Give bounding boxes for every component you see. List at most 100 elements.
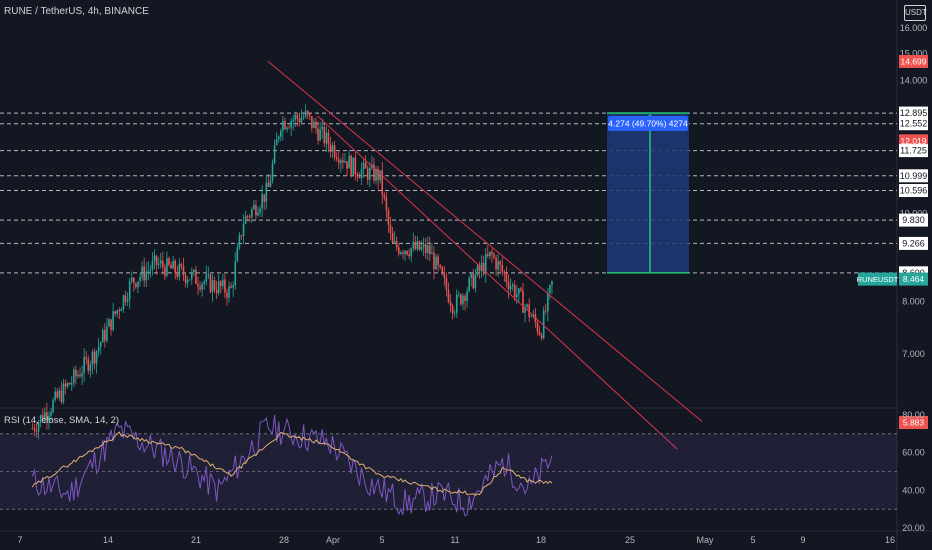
candle-down <box>135 283 137 288</box>
currency-button[interactable]: USDT <box>904 5 927 21</box>
candle-up <box>470 273 473 279</box>
candle-up <box>95 350 98 364</box>
candle-up <box>431 252 433 255</box>
candle-up <box>77 374 79 377</box>
candle-up <box>52 400 54 413</box>
candle-up <box>468 278 470 292</box>
candle-up <box>58 390 61 398</box>
price-tick-label: 16.000 <box>900 23 928 33</box>
candle-up <box>232 285 234 288</box>
price-tick-label: 8.000 <box>902 296 925 306</box>
candle-up <box>106 326 108 341</box>
candle-down <box>487 254 489 257</box>
candle-down <box>85 357 88 359</box>
candle-up <box>304 111 307 117</box>
price-badge-bg <box>899 416 928 430</box>
candle-down <box>538 331 541 335</box>
candle-down <box>219 281 222 287</box>
candle-down <box>366 168 369 180</box>
candle-up <box>497 261 499 270</box>
candle-down <box>443 274 446 278</box>
candle-up <box>251 209 253 217</box>
price-tick-label: 10.000 <box>900 208 928 218</box>
candle-down <box>364 162 367 169</box>
candle-up <box>435 256 437 270</box>
candle-up <box>188 279 191 281</box>
price-badge-text: 5.883 <box>903 418 925 428</box>
candle-up <box>217 281 220 294</box>
candle-up <box>259 208 261 213</box>
candle-down <box>133 277 135 284</box>
level-badge-text: 12.895 <box>900 108 928 118</box>
candle-up <box>201 283 203 290</box>
candle-up <box>379 170 381 181</box>
candle-down <box>429 245 431 255</box>
symbol-tag-text: RUNEUSDT <box>857 275 899 284</box>
candle-up <box>130 277 133 282</box>
candle-up <box>116 310 119 314</box>
candle-up <box>400 252 402 255</box>
candle-up <box>290 121 292 128</box>
candle-down <box>197 283 199 287</box>
candle-down <box>460 294 462 305</box>
candle-up <box>207 274 210 276</box>
candle-up <box>145 271 148 281</box>
candle-up <box>234 261 237 286</box>
candle-up <box>149 269 152 271</box>
candle-down <box>408 254 410 257</box>
candle-down <box>315 121 317 129</box>
rsi-header: RSI (14, close, SMA, 14, 2) <box>4 415 120 426</box>
candle-up <box>292 119 295 122</box>
long-position-box <box>607 113 689 273</box>
candle-down <box>505 273 508 283</box>
candle-up <box>286 127 288 130</box>
candle-up <box>551 281 553 286</box>
candle-down <box>306 111 309 115</box>
candle-up <box>352 157 355 175</box>
candle-up <box>453 312 456 314</box>
price-tick-label: 14.000 <box>900 76 928 86</box>
candle-down <box>342 160 344 163</box>
candle-down <box>124 295 127 302</box>
candle-down <box>33 428 36 431</box>
level-badge-bg <box>899 184 928 198</box>
time-tick-label: 21 <box>191 535 201 545</box>
candle-up <box>50 412 52 416</box>
candle-up <box>524 306 526 313</box>
candle-down <box>544 310 547 312</box>
price-badge-text: 14.699 <box>901 56 927 66</box>
candle-up <box>420 246 423 250</box>
level-badge-text: 11.725 <box>900 146 927 156</box>
candle-up <box>509 286 512 290</box>
rsi-line <box>31 414 553 517</box>
price-badge-bg <box>899 54 928 68</box>
candle-down <box>437 256 439 265</box>
candle-up <box>37 422 40 432</box>
candle-down <box>406 250 408 255</box>
candle-up <box>331 145 334 152</box>
candle-down <box>248 216 251 218</box>
candle-down <box>522 290 524 313</box>
candle-up <box>526 304 528 307</box>
candle-up <box>348 155 350 169</box>
candle-down <box>170 264 172 269</box>
candle-up <box>193 269 195 273</box>
candle-down <box>79 374 81 377</box>
candle-down <box>385 197 388 211</box>
candle-down <box>493 254 495 258</box>
candle-down <box>143 266 145 281</box>
level-badge-bg <box>899 144 928 158</box>
candle-up <box>375 168 377 181</box>
candle-up <box>73 369 75 383</box>
candle-down <box>536 322 539 332</box>
time-tick-label: 5 <box>379 535 384 545</box>
price-badge-bg <box>899 134 928 148</box>
candle-down <box>87 358 90 371</box>
candle-up <box>412 242 415 249</box>
candle-up <box>211 280 214 293</box>
candle-up <box>547 292 549 312</box>
price-badge-text: 12.019 <box>901 136 927 146</box>
candle-up <box>99 342 102 347</box>
candle-down <box>311 116 313 128</box>
